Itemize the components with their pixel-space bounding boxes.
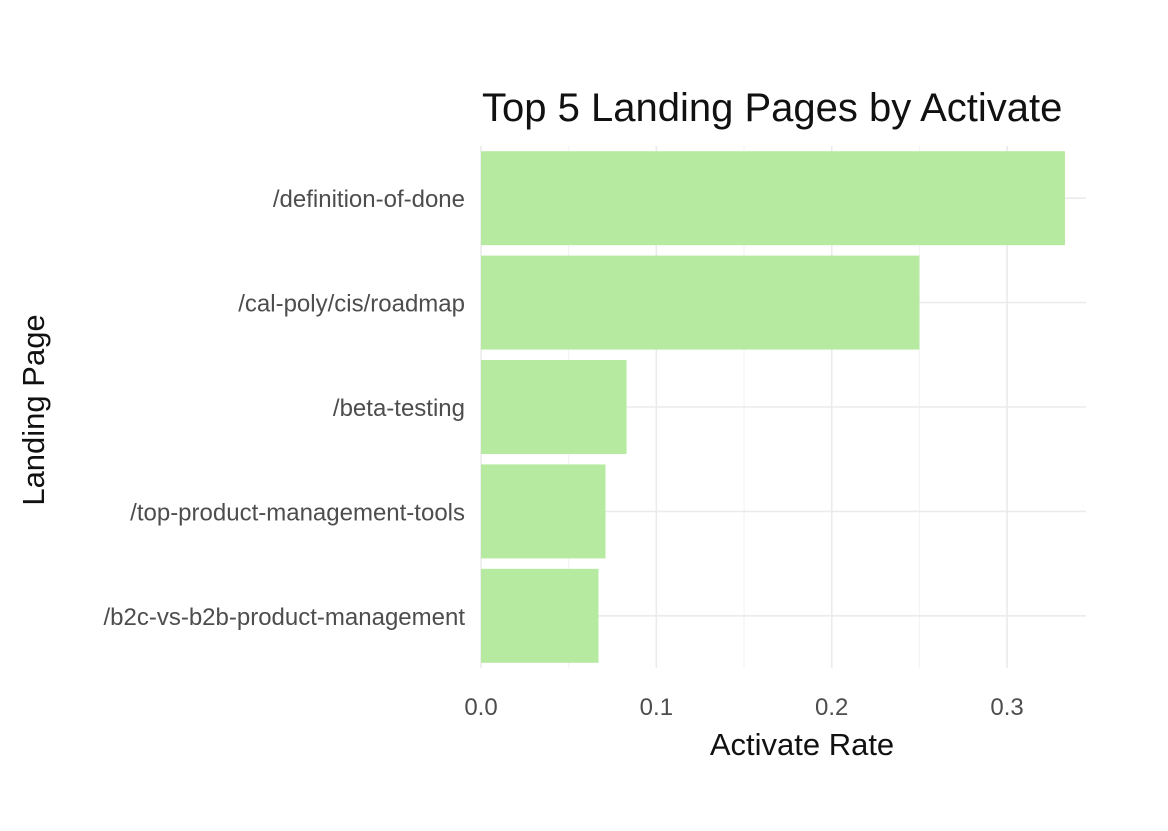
x-axis-title: Activate Rate xyxy=(710,727,894,762)
category-label: /cal-poly/cis/roadmap xyxy=(238,291,465,318)
category-label: /beta-testing xyxy=(333,395,465,422)
bar xyxy=(481,568,599,663)
bar xyxy=(481,151,1065,246)
x-tick-labels: 0.0 0.1 0.2 0.3 xyxy=(464,694,1023,721)
chart-title: Top 5 Landing Pages by Activate xyxy=(482,86,1062,130)
x-tick-label: 0.3 xyxy=(990,694,1023,721)
bar xyxy=(481,255,920,350)
bar xyxy=(481,360,627,454)
y-axis-title: Landing Page xyxy=(16,314,51,505)
x-tick-label: 0.0 xyxy=(464,694,497,721)
category-label: /definition-of-done xyxy=(273,186,465,213)
x-tick-label: 0.1 xyxy=(640,694,673,721)
bars xyxy=(481,151,1065,663)
category-label: /b2c-vs-b2b-product-management xyxy=(103,604,465,631)
category-labels: /definition-of-done/cal-poly/cis/roadmap… xyxy=(103,186,465,631)
bar xyxy=(481,464,606,559)
x-tick-label: 0.2 xyxy=(815,694,848,721)
category-label: /top-product-management-tools xyxy=(130,499,465,526)
